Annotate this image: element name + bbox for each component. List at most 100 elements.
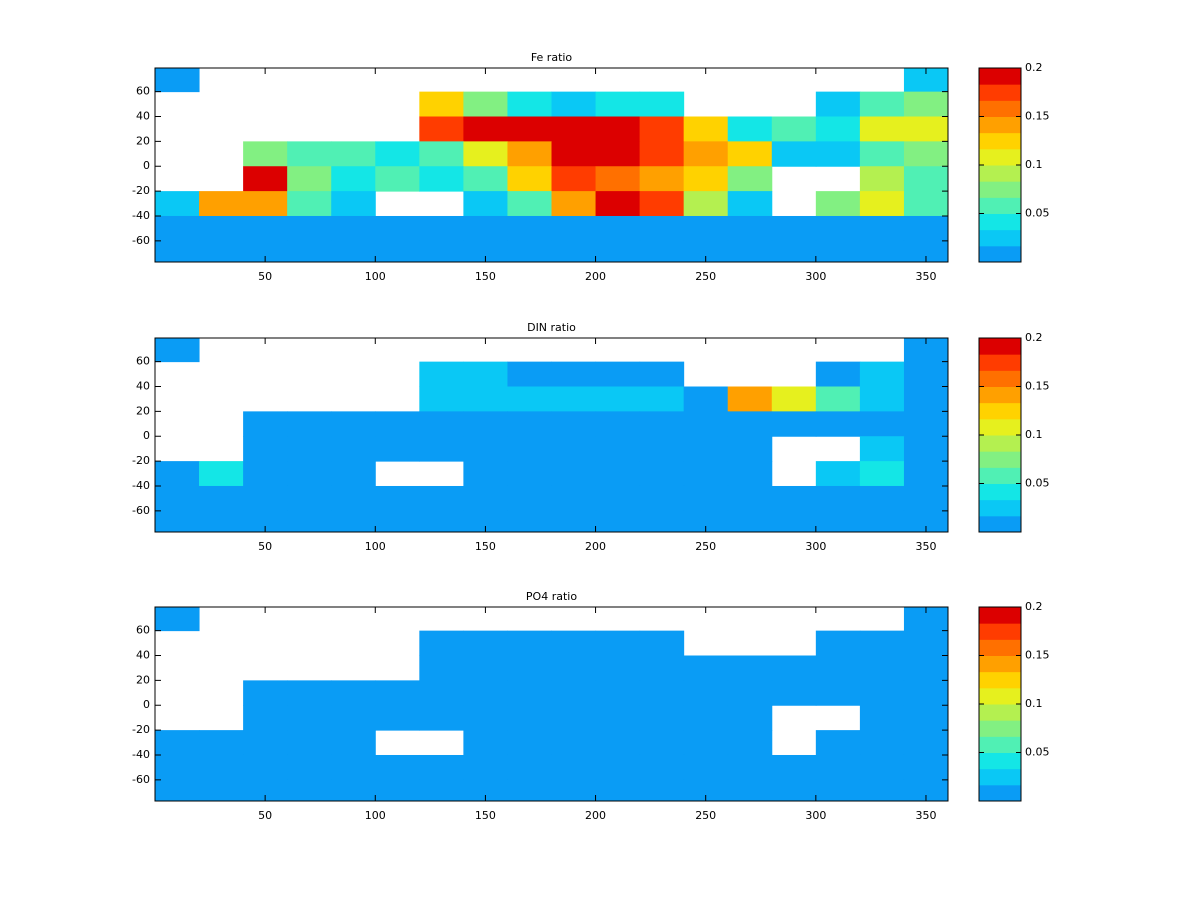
colorbar-swatch	[979, 704, 1021, 721]
y-tick-label: 0	[143, 429, 150, 442]
heat-cell	[771, 779, 817, 801]
colorbar-tick-label: 0.15	[1025, 649, 1050, 662]
colorbar-swatch	[979, 435, 1021, 452]
heat-cell	[639, 191, 685, 217]
x-tick-label: 300	[805, 270, 826, 283]
heat-cell	[507, 436, 552, 462]
heat-cell	[375, 705, 420, 731]
axes-frame	[154, 337, 949, 533]
heat-cell	[639, 91, 685, 117]
heat-cell	[771, 510, 817, 532]
colorbar-swatch	[979, 467, 1021, 484]
heat-cell	[859, 240, 905, 262]
heat-cell	[595, 141, 641, 167]
heat-cell	[463, 655, 508, 681]
heat-cell	[507, 754, 552, 781]
heat-cell	[903, 116, 948, 142]
heat-cell	[859, 166, 905, 192]
heat-cell	[155, 215, 200, 242]
heat-cell	[375, 411, 420, 437]
heatmap-cells	[155, 338, 948, 532]
colorbar-swatch	[979, 483, 1021, 501]
heat-cell	[815, 386, 861, 412]
heat-cell	[243, 215, 288, 242]
heat-cell	[815, 215, 861, 242]
heat-cell	[375, 510, 420, 532]
heat-cell	[199, 191, 244, 217]
heat-cell	[815, 754, 861, 781]
heat-cell	[419, 141, 464, 167]
heat-cell	[771, 141, 817, 167]
heat-cell	[331, 485, 376, 512]
heat-cell	[595, 730, 641, 756]
heat-cell	[199, 730, 244, 756]
colorbar-swatch	[979, 181, 1021, 198]
heat-cell	[243, 166, 288, 192]
heat-cell	[243, 730, 288, 756]
heat-cell	[639, 630, 685, 656]
colorbar-swatch	[979, 402, 1021, 420]
colorbar-swatch	[979, 370, 1021, 387]
heat-cell	[639, 485, 685, 512]
heat-cell	[551, 510, 597, 532]
heat-cell	[155, 191, 200, 217]
x-tick-label: 100	[365, 540, 386, 553]
heat-cell	[507, 630, 552, 656]
heat-cell	[859, 215, 905, 242]
heat-cell	[551, 215, 597, 242]
x-tick-label: 200	[585, 809, 606, 822]
heat-cell	[639, 215, 685, 242]
colorbar: 0.05 0.1 0.15 0.2	[978, 61, 1050, 263]
heat-cell	[155, 485, 200, 512]
heat-cell	[507, 485, 552, 512]
y-tick-label: -40	[132, 209, 150, 222]
heat-cell	[463, 705, 508, 731]
heat-cell	[595, 436, 641, 462]
map-panel: Fe ratio 50 100 150 200 250 300 350 -60 -40 -20 0 20…	[132, 51, 1049, 283]
heat-cell	[243, 779, 288, 801]
heat-cell	[287, 166, 332, 192]
heat-cell	[199, 215, 244, 242]
heat-cell	[243, 461, 288, 487]
heat-cell	[507, 730, 552, 756]
heat-cell	[683, 116, 729, 142]
colorbar-swatch	[979, 68, 1021, 85]
heat-cell	[463, 386, 508, 412]
heat-cell	[903, 730, 948, 756]
heat-cell	[463, 510, 508, 532]
colorbar-swatch	[979, 752, 1021, 770]
heat-cell	[727, 461, 773, 487]
heat-cell	[331, 779, 376, 801]
heat-cell	[551, 116, 597, 142]
heat-cell	[727, 436, 773, 462]
heat-cell	[463, 240, 508, 262]
heat-cell	[595, 779, 641, 801]
heat-cell	[683, 215, 729, 242]
heat-cell	[419, 240, 464, 262]
colorbar-tick-label: 0.2	[1025, 331, 1043, 344]
heat-cell	[551, 240, 597, 262]
heat-cell	[419, 436, 464, 462]
heat-cell	[859, 461, 905, 487]
heat-cell	[639, 361, 685, 387]
heat-cell	[639, 386, 685, 412]
y-tick-label: -60	[132, 234, 150, 247]
heat-cell	[419, 655, 464, 681]
heat-cell	[243, 240, 288, 262]
colorbar-swatch	[979, 197, 1021, 214]
heat-cell	[155, 240, 200, 262]
heat-cell	[507, 166, 552, 192]
heat-cell	[903, 655, 948, 681]
heat-cell	[639, 754, 685, 781]
heat-cell	[815, 361, 861, 387]
y-tick-label: 40	[136, 110, 150, 123]
y-tick-label: -60	[132, 504, 150, 517]
heat-cell	[815, 779, 861, 801]
x-tick-label: 200	[585, 540, 606, 553]
heat-cell	[859, 411, 905, 437]
heat-cell	[419, 510, 464, 532]
heat-cell	[551, 411, 597, 437]
colorbar-swatch	[979, 639, 1021, 656]
heat-cell	[551, 730, 597, 756]
heat-cell	[243, 411, 288, 437]
